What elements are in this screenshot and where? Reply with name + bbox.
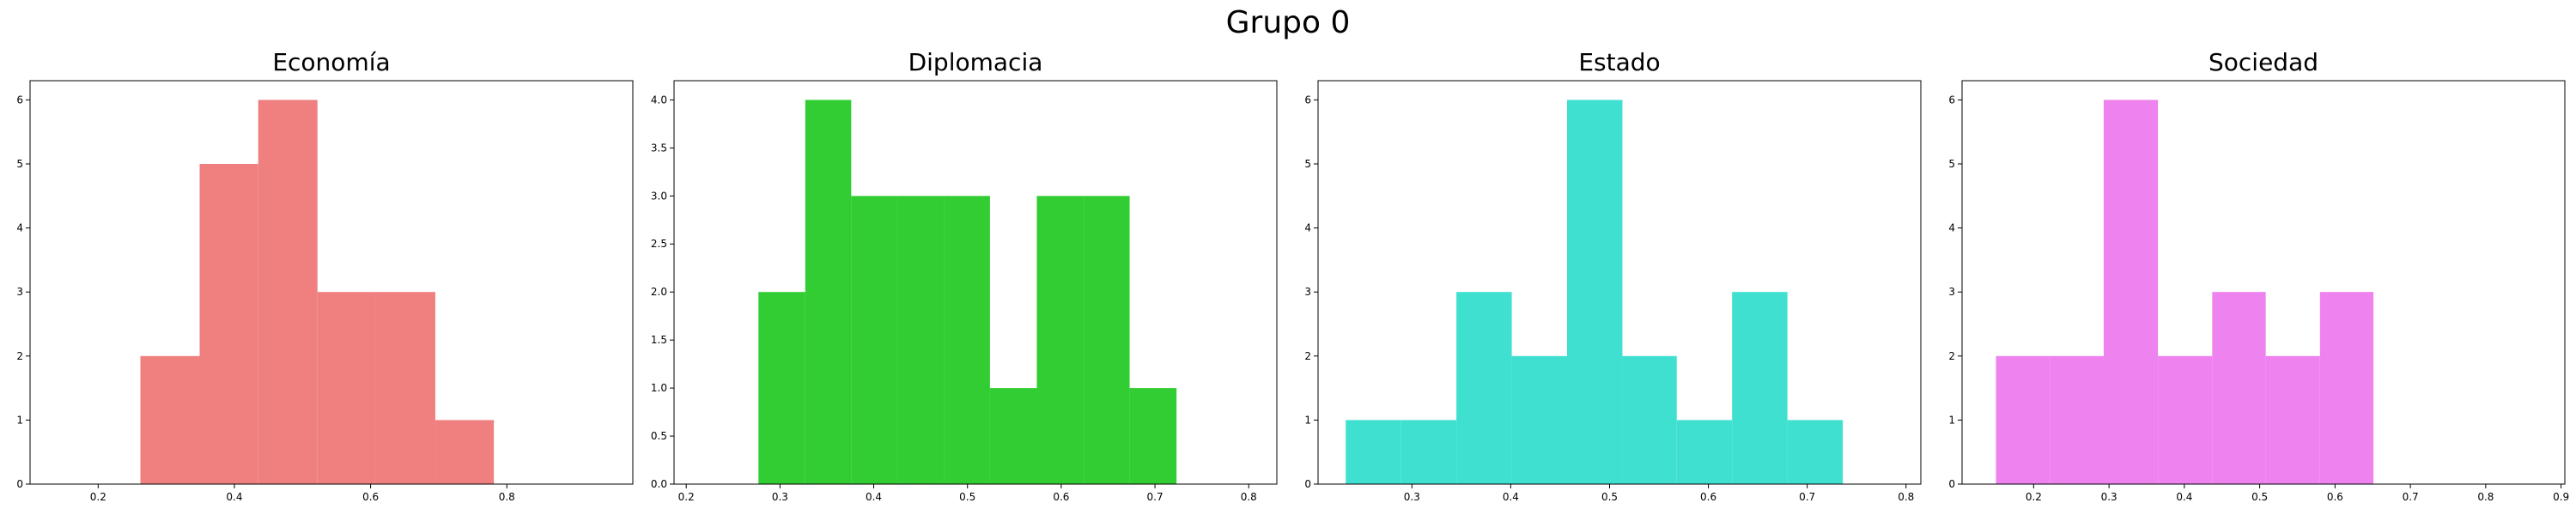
panel-title: Diplomacia [908,48,1043,76]
x-tick-label: 0.9 [2553,491,2569,503]
x-tick-label: 0.8 [2477,491,2494,503]
x-tick-label: 0.8 [1898,491,1914,503]
histogram-bar [2265,355,2320,484]
y-tick-label: 0 [1948,478,1955,490]
y-tick-label: 6 [16,94,23,106]
histogram-bar [2212,292,2266,484]
y-tick-label: 0 [1304,478,1311,490]
x-tick-label: 0.7 [1799,491,1815,503]
plot-frame [29,80,634,485]
x-tick-label: 0.4 [866,491,882,503]
histogram-bar [897,196,945,485]
y-tick-label: 2 [16,350,23,362]
histogram-bar [317,292,376,484]
y-tick-label: 1.5 [651,334,667,346]
x-tick-label: 0.8 [499,491,515,503]
histogram-bar [1346,420,1401,484]
plot-frame [1961,80,2566,485]
y-tick-label: 4 [1304,222,1311,234]
x-tick-label: 0.2 [90,491,106,503]
histogram-bar [2319,292,2374,484]
y-tick-label: 0.0 [651,478,667,490]
y-tick-label: 3.5 [651,142,667,154]
y-tick-label: 3 [16,286,23,298]
y-tick-label: 5 [1304,158,1311,170]
y-tick-label: 0 [16,478,23,490]
x-tick-label: 0.5 [959,491,975,503]
x-tick-label: 0.7 [1147,491,1163,503]
panel-title: Estado [1578,48,1660,76]
x-tick-label: 0.3 [1404,491,1420,503]
histogram-bar [258,100,318,484]
histogram-bar [1129,388,1177,484]
plot-frame [1317,80,1922,485]
x-tick-label: 0.4 [1503,491,1519,503]
x-tick-label: 0.3 [2101,491,2117,503]
histogram-bar [1996,355,2050,484]
y-tick-label: 2.0 [651,286,667,298]
x-tick-label: 0.6 [1700,491,1716,503]
y-tick-label: 4 [16,222,23,234]
y-tick-label: 4.0 [651,94,667,106]
histogram-bar [1456,292,1512,484]
histogram-bar [1400,420,1457,484]
x-tick-label: 0.6 [1053,491,1069,503]
y-tick-label: 1 [1304,414,1311,426]
histogram-bar [1676,420,1733,484]
histogram-diplomacia: Diplomacia 0.2 0.3 0.4 0.5 0.6 0.7 0.8 0.0 0.5 1.0… [651,48,1278,503]
histogram-bar [1084,196,1130,485]
plot-frame [673,80,1278,485]
histogram-bar [851,196,898,485]
histogram-bar [1732,292,1788,484]
histogram-bar [2103,100,2159,484]
y-tick-label: 3.0 [651,190,667,202]
x-tick-label: 0.3 [772,491,788,503]
y-tick-label: 3 [1948,286,1955,298]
histogram-bar [199,163,258,484]
x-tick-label: 0.7 [2403,491,2419,503]
histogram-bar [758,292,805,484]
x-tick-label: 0.6 [362,491,379,503]
histogram-bar [944,196,990,485]
y-tick-label: 5 [1948,158,1955,170]
y-tick-label: 0.5 [651,430,667,442]
y-tick-label: 2 [1948,350,1955,362]
panel-title: Sociedad [2208,48,2318,76]
x-tick-label: 0.4 [2176,491,2192,503]
histogram-bar [1787,420,1844,484]
y-tick-label: 1.0 [651,382,667,394]
y-tick-label: 6 [1948,94,1955,106]
histogram-bar [989,388,1037,484]
histogram-bar [805,100,852,484]
y-tick-label: 2.5 [651,238,667,250]
y-tick-label: 5 [16,158,23,170]
y-tick-label: 1 [16,414,23,426]
y-tick-label: 6 [1304,94,1311,106]
x-tick-label: 0.4 [226,491,242,503]
x-tick-label: 0.8 [1241,491,1257,503]
histogram-bar [1511,355,1568,484]
y-tick-label: 4 [1948,222,1955,234]
histogram-bar [434,420,495,484]
panel-title: Economía [272,48,390,76]
x-tick-label: 0.5 [1601,491,1618,503]
x-tick-label: 0.2 [678,491,695,503]
histogram-bar [140,355,200,484]
y-tick-label: 1 [1948,414,1955,426]
histogram-bar [2050,355,2104,484]
histogram-economia: Economía 0.2 0.4 0.6 0.8 0 1 2 3 4 5 6 [16,48,634,503]
histogram-bar [1036,196,1084,485]
histogram-bar [375,292,435,484]
histogram-sociedad: Sociedad 0.2 0.3 0.4 0.5 0.6 0.7 0.8 0.9 0 1 2 3 4 5 6 [1948,48,2569,503]
x-tick-label: 0.6 [2327,491,2343,503]
x-tick-label: 0.5 [2251,491,2268,503]
histogram-bar [1622,355,1677,484]
histogram-estado: Estado 0.3 0.4 0.5 0.6 0.7 0.8 0 1 2 3 4 5 6 [1304,48,1922,503]
figure-title: Grupo 0 [1225,5,1351,40]
x-tick-label: 0.2 [2026,491,2042,503]
histogram-bar [1567,100,1623,484]
y-tick-label: 3 [1304,286,1311,298]
y-tick-label: 2 [1304,350,1311,362]
histogram-bar [2158,355,2213,484]
